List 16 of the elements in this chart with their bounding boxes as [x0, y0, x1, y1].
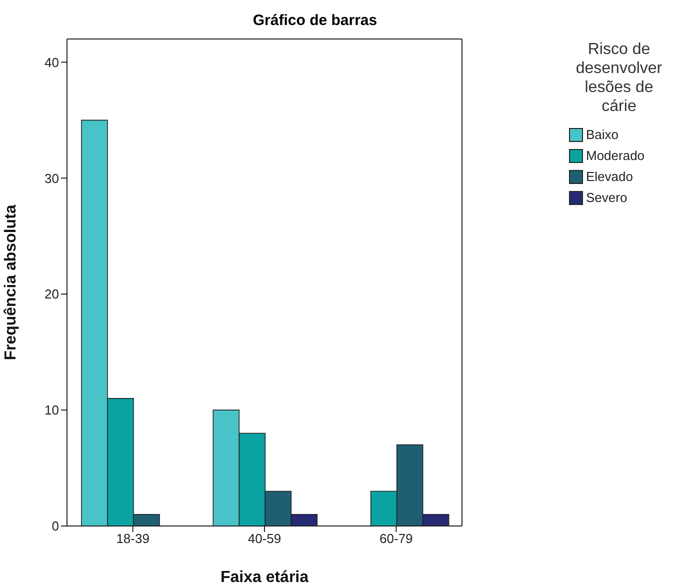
x-tick-label: 40-59 [248, 531, 282, 546]
x-tick-label: 18-39 [116, 531, 150, 546]
y-tick-label: 30 [44, 170, 59, 186]
legend-label: Baixo [585, 126, 620, 144]
chart-title: Gráfico de barras [252, 12, 378, 29]
y-tick-label: 0 [52, 518, 59, 534]
y-tick-label: 20 [44, 286, 59, 302]
legend-label: Severo [585, 189, 628, 207]
legend-title: Risco de desenvolver lesões de cárie [574, 40, 664, 116]
legend-label: Elevado [585, 168, 634, 186]
y-axis-title: Frequência absoluta [2, 204, 20, 360]
legend-label: Moderado [585, 147, 646, 165]
y-tick-label: 40 [44, 54, 59, 70]
y-tick-label: 10 [44, 402, 59, 418]
x-axis-title: Faixa etária [220, 569, 309, 586]
x-tick-label: 60-79 [380, 531, 413, 546]
